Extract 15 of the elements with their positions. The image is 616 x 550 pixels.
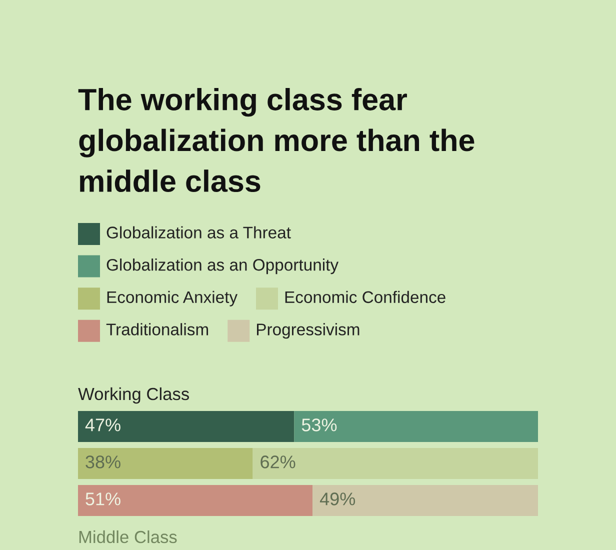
text: Working Class: [78, 387, 189, 404]
data-label: 47%: [85, 418, 120, 432]
data-label: 53%: [302, 418, 337, 432]
legend-label: Progressivism: [256, 323, 360, 339]
data-label: 38%: [86, 456, 120, 468]
data-label: 49%: [320, 492, 356, 506]
legend-label: Economic Confidence: [285, 290, 446, 304]
text: Middle Class: [79, 530, 177, 544]
legend-label: Globalization as an Opportunity: [106, 258, 339, 274]
legend-label: Economic Anxiety: [107, 290, 238, 306]
legend-label: Traditionalism: [106, 323, 208, 336]
data-label: 51%: [86, 492, 120, 506]
chart-title: The working class fear globalization more than the middle class: [78, 88, 474, 192]
legend-label: Globalization as a Threat: [106, 226, 291, 238]
data-label: 62%: [260, 456, 296, 468]
